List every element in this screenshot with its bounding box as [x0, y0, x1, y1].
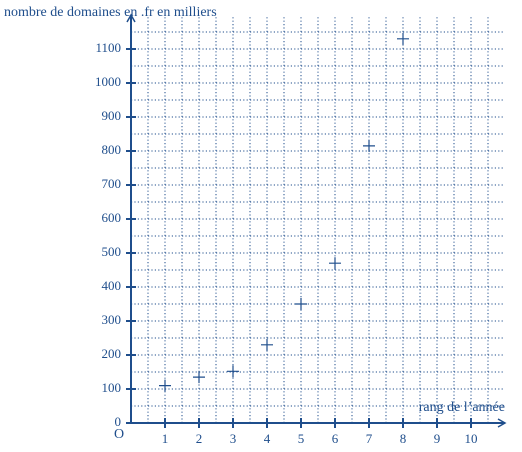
- x-tick-label: 9: [434, 431, 441, 446]
- x-tick-label: 2: [196, 431, 203, 446]
- origin-label: O: [114, 427, 124, 442]
- y-tick-label: 800: [102, 142, 122, 157]
- x-tick-label: 7: [366, 431, 373, 446]
- y-tick-label: 100: [102, 380, 122, 395]
- y-tick-label: 200: [102, 346, 122, 361]
- y-axis-arrow: [126, 13, 136, 23]
- x-tick-label: 1: [162, 431, 169, 446]
- x-tick-label: 4: [264, 431, 271, 446]
- data-point: [193, 371, 205, 384]
- data-point: [227, 365, 239, 378]
- x-tick-label: 3: [230, 431, 237, 446]
- x-tick-label: 10: [465, 431, 478, 446]
- data-point: [295, 298, 307, 310]
- y-tick-label: 400: [102, 278, 122, 293]
- y-tick-label: 600: [102, 210, 122, 225]
- x-axis-label: rang de l’année: [419, 400, 505, 415]
- x-tick-label: 8: [400, 431, 407, 446]
- y-tick-label: 1000: [95, 74, 121, 89]
- chart-title: nombre de domaines en .fr en milliers: [4, 5, 217, 20]
- y-tick-label: 1100: [95, 40, 121, 55]
- data-point: [363, 139, 375, 152]
- data-point: [261, 338, 273, 351]
- y-tick-label: 500: [102, 244, 122, 259]
- y-tick-label: 900: [102, 108, 122, 123]
- y-tick-label: 300: [102, 312, 122, 327]
- x-tick-label: 6: [332, 431, 339, 446]
- x-axis-arrow: [497, 418, 507, 428]
- data-point: [329, 257, 341, 270]
- y-tick-label: 700: [102, 176, 122, 191]
- y-tick-label: 0: [115, 414, 122, 429]
- x-tick-label: 5: [298, 431, 305, 446]
- data-point: [397, 32, 409, 45]
- data-point: [159, 379, 171, 392]
